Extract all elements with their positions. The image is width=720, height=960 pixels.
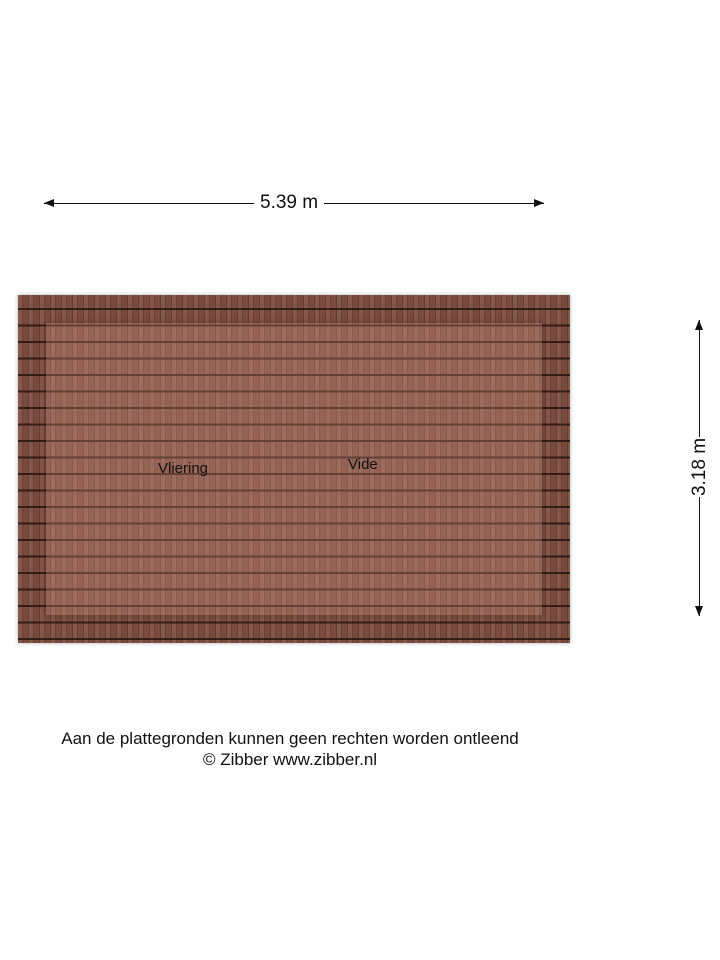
roof-plan: Vliering Vide bbox=[18, 295, 570, 643]
roof-inner-area bbox=[46, 323, 542, 615]
arrow-up-icon bbox=[695, 320, 703, 330]
room-label-vide: Vide bbox=[348, 456, 378, 473]
arrow-down-icon bbox=[695, 606, 703, 616]
arrow-right-icon bbox=[534, 199, 544, 207]
height-dimension: 3.18 m bbox=[689, 320, 711, 616]
room-label-vliering: Vliering bbox=[158, 460, 209, 477]
disclaimer-text: Aan de plattegronden kunnen geen rechten… bbox=[61, 729, 519, 748]
arrow-left-icon bbox=[44, 199, 54, 207]
width-dimension: 5.39 m bbox=[44, 192, 544, 214]
height-label: 3.18 m bbox=[689, 437, 711, 497]
width-label: 5.39 m bbox=[254, 192, 325, 214]
copyright-text: © Zibber www.zibber.nl bbox=[202, 750, 378, 769]
